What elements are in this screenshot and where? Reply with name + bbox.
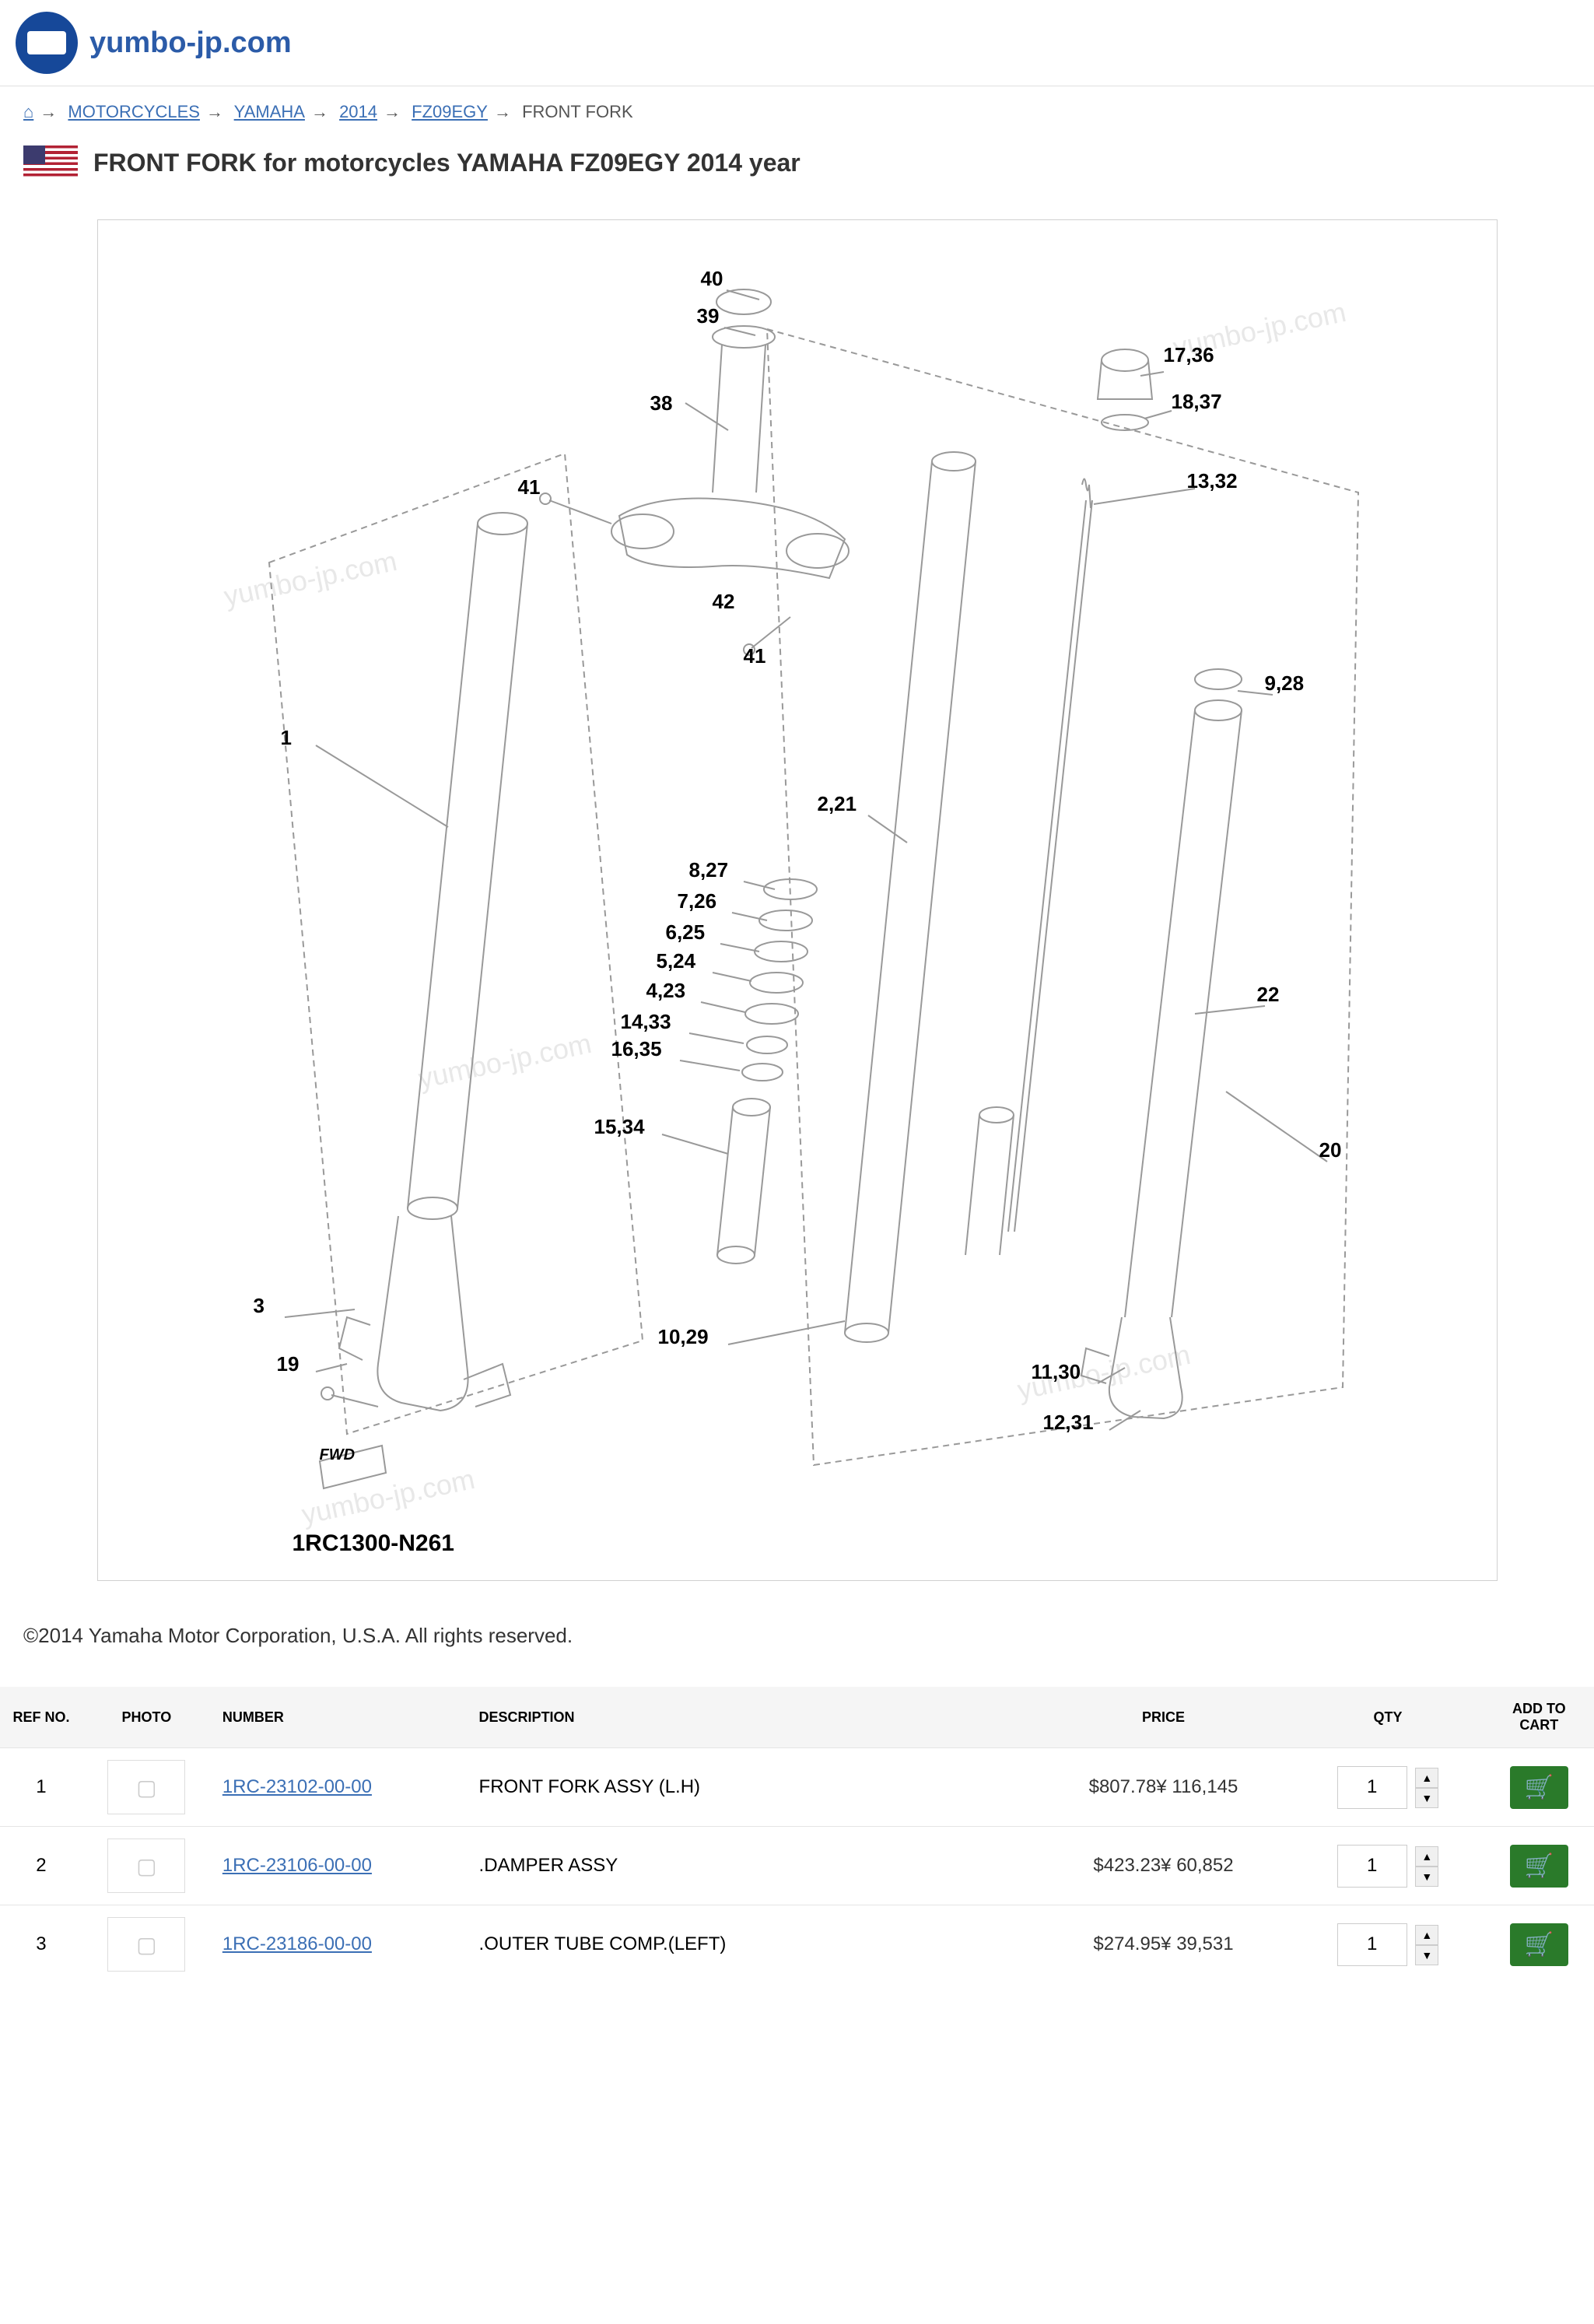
callout-17-36: 17,36 [1164, 343, 1214, 367]
callout-6-25: 6,25 [666, 920, 706, 945]
cell-qty: ▲ ▼ [1291, 1905, 1484, 1984]
breadcrumb-item-3[interactable]: FZ09EGY [412, 102, 488, 121]
add-to-cart-button[interactable]: 🛒 [1510, 1923, 1568, 1966]
callout-2-21: 2,21 [818, 792, 857, 816]
th-number: NUMBER [211, 1687, 468, 1748]
thumb-placeholder-icon: ▢ [107, 1760, 185, 1814]
qty-down-button[interactable]: ▼ [1415, 1867, 1438, 1887]
qty-input[interactable] [1337, 1766, 1407, 1809]
cell-thumb[interactable]: ▢ [82, 1827, 211, 1905]
th-qty: QTY [1291, 1687, 1484, 1748]
callout-40: 40 [701, 267, 723, 291]
cell-desc: .OUTER TUBE COMP.(LEFT) [468, 1905, 1035, 1984]
cell-qty: ▲ ▼ [1291, 1827, 1484, 1905]
callout-16-35: 16,35 [611, 1037, 662, 1061]
qty-up-button[interactable]: ▲ [1415, 1768, 1438, 1788]
breadcrumb-item-0[interactable]: MOTORCYCLES [68, 102, 200, 121]
page-title: FRONT FORK for motorcycles YAMAHA FZ09EG… [93, 149, 801, 177]
qty-down-button[interactable]: ▼ [1415, 1788, 1438, 1808]
fork-diagram-svg [114, 236, 1483, 1558]
callout-41a: 41 [518, 475, 541, 500]
th-desc: DESCRIPTION [468, 1687, 1035, 1748]
callout-42: 42 [713, 590, 735, 614]
title-row: FRONT FORK for motorcycles YAMAHA FZ09EG… [0, 138, 1594, 204]
callout-14-33: 14,33 [621, 1010, 671, 1034]
diagram-code: 1RC1300-N261 [293, 1530, 454, 1557]
cell-price: $423.23¥ 60,852 [1035, 1827, 1292, 1905]
table-row: 1 ▢ 1RC-23102-00-00 FRONT FORK ASSY (L.H… [0, 1748, 1594, 1827]
qty-down-button[interactable]: ▼ [1415, 1945, 1438, 1965]
callout-39: 39 [697, 304, 720, 328]
callout-11-30: 11,30 [1032, 1360, 1081, 1384]
cell-add: 🛒 [1484, 1827, 1594, 1905]
callout-22: 22 [1257, 983, 1280, 1007]
logo[interactable]: yumbo-jp.com [16, 12, 292, 74]
callout-12-31: 12,31 [1043, 1411, 1094, 1435]
callout-38: 38 [650, 391, 673, 415]
site-header: yumbo-jp.com [0, 0, 1594, 86]
th-add: ADD TO CART [1484, 1687, 1594, 1748]
logo-circle-icon [16, 12, 78, 74]
site-name: yumbo-jp.com [89, 26, 292, 60]
table-row: 2 ▢ 1RC-23106-00-00 .DAMPER ASSY $423.23… [0, 1827, 1594, 1905]
qty-input[interactable] [1337, 1923, 1407, 1966]
callout-10-29: 10,29 [658, 1325, 709, 1349]
table-row: 3 ▢ 1RC-23186-00-00 .OUTER TUBE COMP.(LE… [0, 1905, 1594, 1984]
qty-input[interactable] [1337, 1845, 1407, 1888]
callout-7-26: 7,26 [678, 889, 717, 913]
callout-4-23: 4,23 [646, 979, 686, 1003]
cell-add: 🛒 [1484, 1748, 1594, 1827]
callout-19: 19 [277, 1352, 300, 1376]
flag-icon [23, 145, 78, 181]
breadcrumb-item-1[interactable]: YAMAHA [234, 102, 305, 121]
breadcrumb-current: FRONT FORK [522, 102, 633, 121]
breadcrumb: ⌂→ MOTORCYCLES→ YAMAHA→ 2014→ FZ09EGY→ F… [0, 86, 1594, 138]
cell-thumb[interactable]: ▢ [82, 1748, 211, 1827]
cell-ref: 1 [0, 1748, 82, 1827]
breadcrumb-home[interactable]: ⌂ [23, 102, 33, 121]
th-price: PRICE [1035, 1687, 1292, 1748]
add-to-cart-button[interactable]: 🛒 [1510, 1766, 1568, 1809]
qty-up-button[interactable]: ▲ [1415, 1846, 1438, 1867]
cell-number[interactable]: 1RC-23102-00-00 [211, 1748, 468, 1827]
cell-add: 🛒 [1484, 1905, 1594, 1984]
callout-15-34: 15,34 [594, 1115, 645, 1139]
th-photo: PHOTO [82, 1687, 211, 1748]
copyright: ©2014 Yamaha Motor Corporation, U.S.A. A… [0, 1600, 1594, 1671]
callout-3: 3 [254, 1294, 264, 1318]
cell-desc: .DAMPER ASSY [468, 1827, 1035, 1905]
cell-desc: FRONT FORK ASSY (L.H) [468, 1748, 1035, 1827]
parts-table: REF NO. PHOTO NUMBER DESCRIPTION PRICE Q… [0, 1687, 1594, 1983]
thumb-placeholder-icon: ▢ [107, 1917, 185, 1972]
th-ref: REF NO. [0, 1687, 82, 1748]
breadcrumb-item-2[interactable]: 2014 [339, 102, 377, 121]
fwd-label: FWD [320, 1446, 356, 1464]
callout-9-28: 9,28 [1265, 671, 1305, 696]
add-to-cart-button[interactable]: 🛒 [1510, 1845, 1568, 1888]
cell-number[interactable]: 1RC-23186-00-00 [211, 1905, 468, 1984]
callout-5-24: 5,24 [657, 949, 696, 973]
callout-13-32: 13,32 [1187, 469, 1238, 493]
cell-number[interactable]: 1RC-23106-00-00 [211, 1827, 468, 1905]
cell-ref: 3 [0, 1905, 82, 1984]
callout-18-37: 18,37 [1172, 390, 1222, 414]
cell-price: $807.78¥ 116,145 [1035, 1748, 1292, 1827]
diagram-container: yumbo-jp.com yumbo-jp.com yumbo-jp.com y… [0, 204, 1594, 1600]
thumb-placeholder-icon: ▢ [107, 1839, 185, 1893]
cell-qty: ▲ ▼ [1291, 1748, 1484, 1827]
diagram-frame[interactable]: yumbo-jp.com yumbo-jp.com yumbo-jp.com y… [97, 219, 1498, 1581]
callout-41b: 41 [744, 644, 766, 668]
callout-20: 20 [1319, 1138, 1342, 1162]
callout-1: 1 [281, 726, 292, 750]
callout-8-27: 8,27 [689, 858, 729, 882]
cell-ref: 2 [0, 1827, 82, 1905]
cell-price: $274.95¥ 39,531 [1035, 1905, 1292, 1984]
cell-thumb[interactable]: ▢ [82, 1905, 211, 1984]
qty-up-button[interactable]: ▲ [1415, 1925, 1438, 1945]
